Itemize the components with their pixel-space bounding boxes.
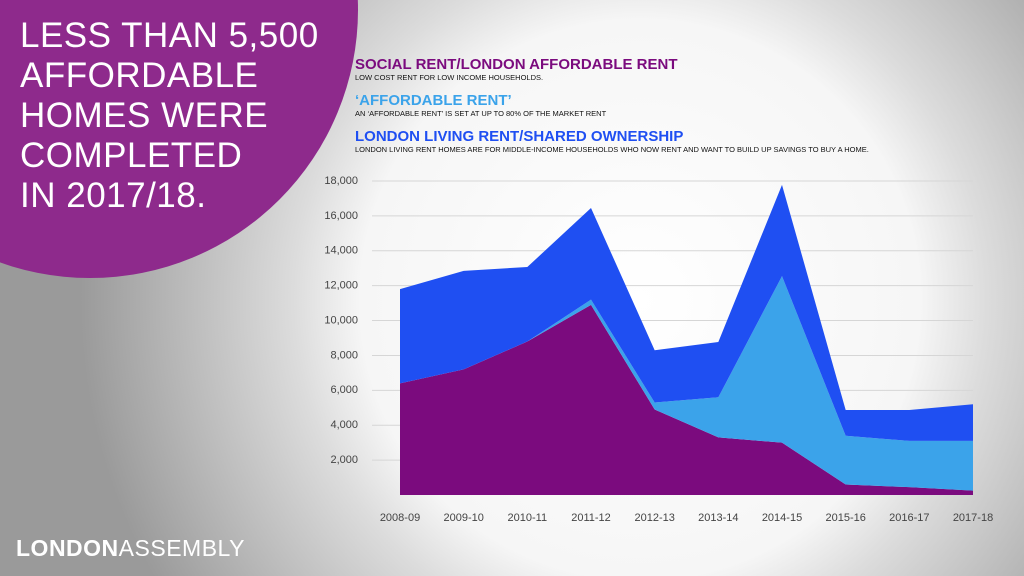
legend-description: LONDON LIVING RENT HOMES ARE FOR MIDDLE-… <box>355 145 869 154</box>
legend-description: LOW COST RENT FOR LOW INCOME HOUSEHOLDS. <box>355 73 544 82</box>
headline: LESS THAN 5,500 AFFORDABLE HOMES WERE COMPL… <box>20 16 319 216</box>
logo-light: ASSEMBLY <box>118 535 245 561</box>
logo-bold: LONDON <box>16 535 119 561</box>
area <box>400 184 973 441</box>
x-tick-label: 2017-18 <box>953 512 993 524</box>
y-tick-label: 12,000 <box>324 280 358 292</box>
legend-name: ‘AFFORDABLE RENT’ <box>355 92 512 109</box>
y-tick-label: 14,000 <box>324 245 358 257</box>
y-tick-label: 2,000 <box>330 454 358 466</box>
chart: 2,000 4,000 6,000 8,000 10,000 12,000 14,000 16… <box>324 175 993 524</box>
logo: LONDONASSEMBLY <box>16 535 245 562</box>
y-tick-label: 8,000 <box>330 349 358 361</box>
y-tick-label: 6,000 <box>330 384 358 396</box>
x-tick-label: 2016-17 <box>889 512 929 524</box>
x-tick-label: 2013-14 <box>698 512 738 524</box>
legend-name: LONDON LIVING RENT/SHARED OWNERSHIP <box>355 128 684 145</box>
headline-line: IN 2017/18. <box>20 176 207 215</box>
headline-line: AFFORDABLE <box>20 56 259 95</box>
x-tick-label: 2008-09 <box>380 512 420 524</box>
area <box>400 276 973 491</box>
legend-name: SOCIAL RENT/LONDON AFFORDABLE RENT <box>355 56 678 73</box>
x-tick-label: 2009-10 <box>443 512 483 524</box>
x-tick-label: 2010-11 <box>508 512 548 524</box>
y-tick-label: 10,000 <box>324 314 358 326</box>
y-tick-label: 4,000 <box>330 419 358 431</box>
legend-description: AN ‘AFFORDABLE RENT’ IS SET AT UP TO 80%… <box>355 109 607 118</box>
legend: SOCIAL RENT/LONDON AFFORDABLE RENT LOW CO… <box>355 52 1015 164</box>
area <box>400 304 973 495</box>
x-tick-label: 2012-13 <box>634 512 674 524</box>
y-tick-label: 18,000 <box>324 175 358 187</box>
x-tick-label: 2015-16 <box>825 512 865 524</box>
headline-line: COMPLETED <box>20 136 243 175</box>
x-tick-label: 2011-12 <box>571 512 611 524</box>
headline-line: LESS THAN 5,500 <box>20 16 319 55</box>
headline-circle <box>0 0 358 278</box>
headline-line: HOMES WERE <box>20 96 269 135</box>
y-tick-label: 16,000 <box>324 210 358 222</box>
x-tick-label: 2014-15 <box>762 512 802 524</box>
